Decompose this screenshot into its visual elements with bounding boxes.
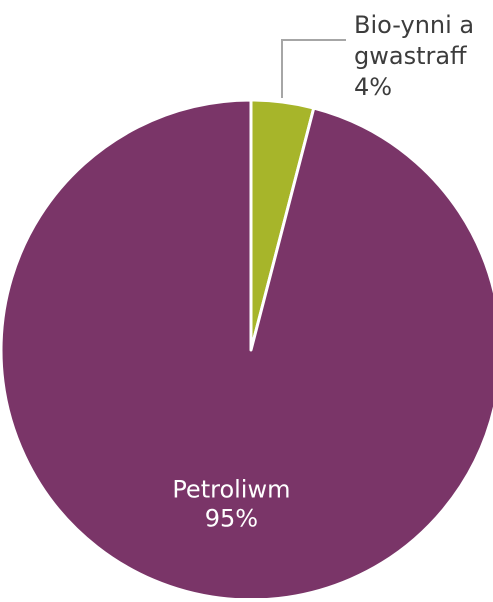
leader-line-bio-ynni-a-gwastraff — [281, 39, 346, 98]
slice-label-bio-ynni-a-gwastraff: Bio-ynni a gwastraff 4% — [354, 11, 474, 101]
slice-label-petroliwm: Petroliwm 95% — [172, 476, 290, 533]
